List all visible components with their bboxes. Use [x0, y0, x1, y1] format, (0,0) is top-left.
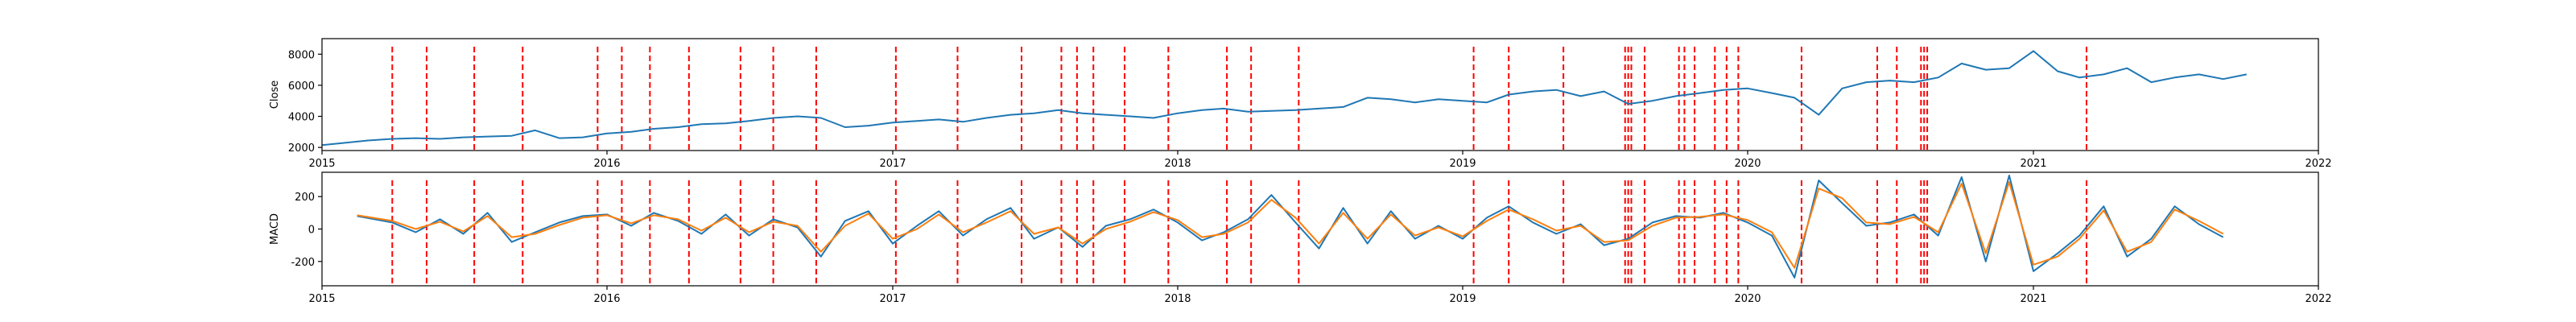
x-tick-label: 2022: [2305, 158, 2331, 170]
x-tick-label: 2020: [1734, 158, 1761, 170]
signal-series-line: [357, 181, 2224, 269]
close-price-panel: 2015 2016 2017 2018 2019 2020 2021 2022 2000 4000…: [269, 38, 2332, 170]
y-tick-label: 8000: [288, 49, 315, 61]
y-tick-label: 2000: [288, 142, 315, 155]
close-series-line: [322, 50, 2247, 147]
macd-series-line: [357, 175, 2224, 279]
x-tick-label: 2015: [308, 158, 335, 170]
x-tick-label: 2022: [2305, 293, 2331, 305]
x-tick-label: 2016: [593, 293, 620, 305]
x-tick-label: 2019: [1449, 293, 1476, 305]
x-tick-label: 2021: [2020, 293, 2046, 305]
x-tick-label: 2017: [879, 158, 906, 170]
x-tick-label: 2018: [1164, 158, 1191, 170]
x-tick-label: 2021: [2020, 158, 2046, 170]
y-tick-label: 0: [308, 225, 315, 237]
y-tick-label: 200: [295, 192, 315, 204]
x-tick-label: 2019: [1449, 158, 1476, 170]
macd-panel: 2015 2016 2017 2018 2019 2020 2021 2022 -200 0 200…: [269, 171, 2332, 305]
x-tick-label: 2017: [879, 293, 906, 305]
x-tick-label: 2015: [308, 293, 335, 305]
y-axis-title: MACD: [269, 213, 281, 245]
y-axis-title: Close: [269, 80, 281, 109]
y-tick-label: 4000: [288, 112, 315, 124]
plot-frame: [321, 38, 2319, 151]
x-tick-label: 2020: [1734, 293, 1761, 305]
y-tick-label: -200: [291, 257, 315, 269]
x-tick-label: 2018: [1164, 293, 1191, 305]
x-tick-label: 2016: [593, 158, 620, 170]
y-tick-label: 6000: [288, 80, 315, 93]
